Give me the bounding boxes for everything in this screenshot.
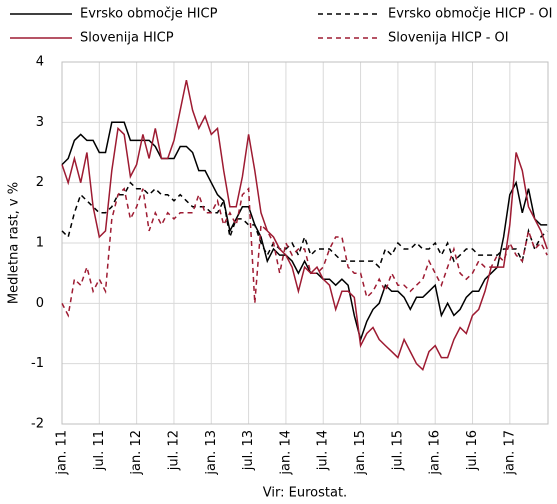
legend-label: Evrsko območje HICP - OI [388, 7, 552, 22]
plot-frame [61, 61, 549, 425]
legend-label: Slovenija HICP - OI [388, 31, 509, 46]
x-tick-label: jul. 11 [92, 430, 107, 471]
y-tick-label: -1 [31, 356, 44, 371]
legend-label: Evrsko območje HICP [80, 7, 218, 22]
series-line [61, 187, 548, 318]
x-tick-label: jan. 15 [353, 430, 368, 476]
x-tick-label: jul. 14 [316, 430, 331, 471]
y-axis-label: Medletna rast, v % [7, 182, 22, 304]
x-tick-label: jan. 11 [55, 430, 70, 476]
y-tick-label: 1 [36, 236, 44, 251]
series-line [61, 181, 548, 269]
y-tick-label: 4 [36, 55, 44, 70]
x-tick-label: jan. 17 [502, 430, 517, 476]
y-tick-label: 3 [36, 115, 44, 130]
y-tick-label: 0 [36, 296, 44, 311]
y-tick-label: 2 [36, 175, 44, 190]
x-tick-label: jan. 14 [278, 430, 293, 476]
series-line [61, 121, 548, 343]
source: Vir: Eurostat. [263, 486, 347, 501]
x-tick-label: jul. 12 [166, 430, 181, 471]
x-tick-label: jul. 15 [390, 430, 405, 471]
legend-label: Slovenija HICP [80, 31, 174, 46]
x-tick-label: jul. 13 [241, 430, 256, 471]
x-tick-label: jul. 16 [465, 430, 480, 471]
x-tick-label: jan. 12 [129, 430, 144, 476]
y-tick-label: -2 [31, 417, 44, 432]
series-line [61, 79, 548, 372]
x-tick-label: jan. 13 [204, 430, 219, 476]
x-tick-label: jan. 16 [428, 430, 443, 476]
